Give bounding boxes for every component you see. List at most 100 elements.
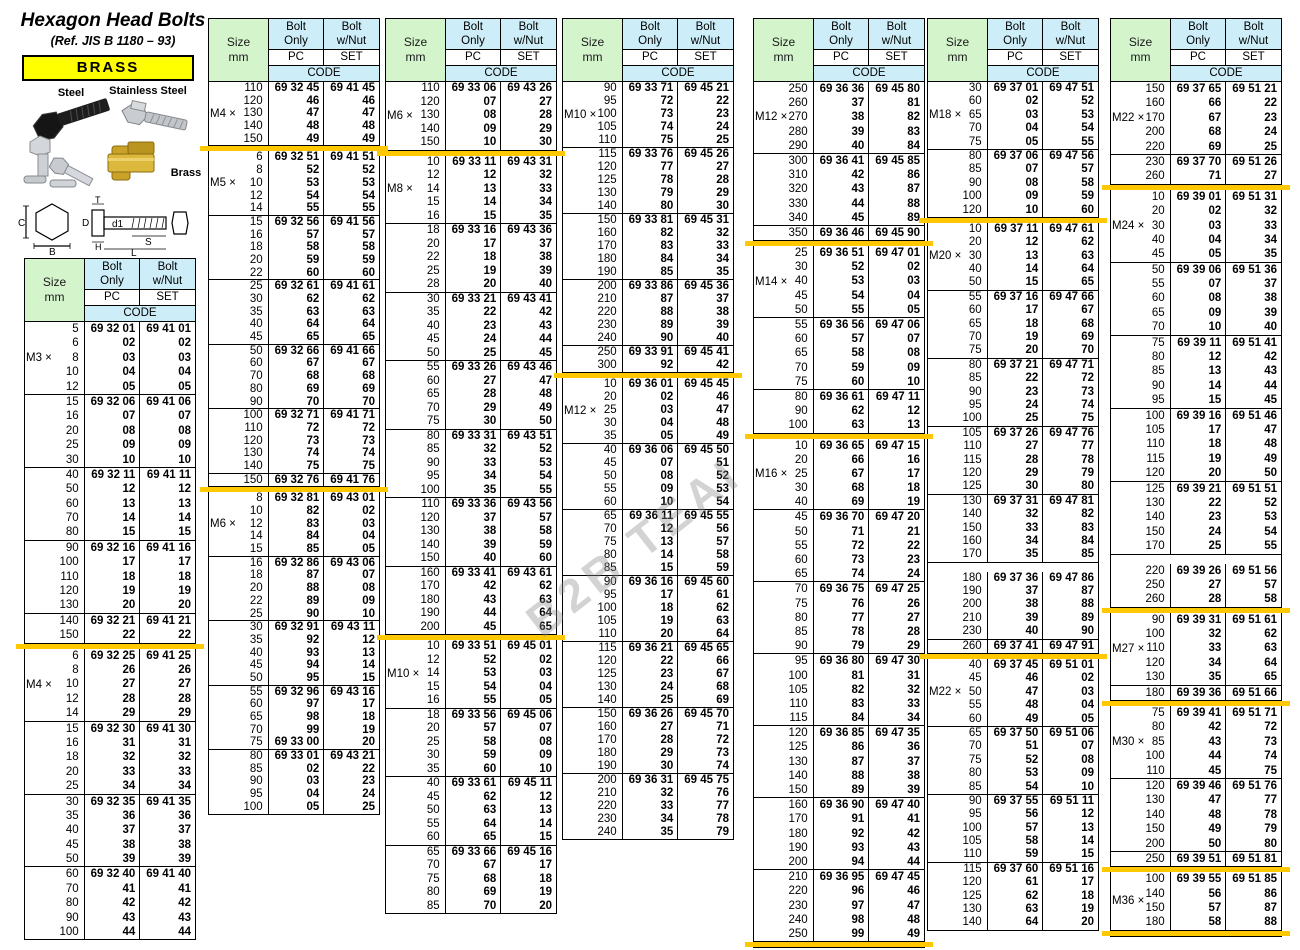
size-cell: 105: [962, 835, 982, 848]
table-row: 160 66 22: [1111, 96, 1281, 111]
set-code-cell: 69 51 06: [1042, 726, 1098, 741]
pc-code-cell: 44: [444, 607, 501, 621]
pc-code-cell: 29: [83, 706, 140, 721]
pc-code-cell: 54: [986, 780, 1043, 794]
pc-code-cell: 69: [812, 495, 869, 510]
table-row: 65 69 37 50 69 51 06: [928, 726, 1098, 741]
set-code-cell: 69 45 11: [500, 777, 556, 791]
size-cell: 180: [1145, 916, 1165, 929]
set-code-cell: 69 47 86: [1042, 571, 1098, 586]
set-code-cell: 68: [677, 681, 733, 694]
pc-code-cell: 69 36 36: [812, 82, 869, 97]
set-code-cell: 69 47 30: [868, 654, 924, 669]
table-row: 70 51 07: [928, 740, 1098, 754]
set-code-cell: 38: [1225, 291, 1281, 306]
size-cell: 30: [249, 293, 263, 305]
pc-code-cell: 53: [986, 767, 1043, 781]
table-row: 50 15 65: [928, 276, 1098, 290]
thread-size-label: M22 ×: [1112, 111, 1145, 124]
set-code-cell: 69 45 90: [868, 225, 924, 241]
size-cell: 45: [426, 333, 440, 345]
table-row: 85 78 28: [754, 624, 924, 640]
size-cell: 70: [249, 370, 263, 383]
size-cell: 60: [794, 333, 808, 346]
pc-code-cell: 59: [267, 253, 324, 267]
size-cell: 130: [597, 681, 617, 693]
pc-code-cell: 05: [1169, 247, 1226, 262]
pc-code-cell: 41: [83, 881, 140, 897]
size-cell: 70: [968, 331, 982, 344]
table-row: 60 08 38: [1111, 291, 1281, 306]
size-cell: 60: [968, 712, 982, 725]
size-cell: 130: [243, 107, 263, 120]
table-row: 125 78 28: [563, 174, 733, 187]
pc-code-cell: 94: [267, 659, 324, 672]
size-cell: 95: [1151, 394, 1165, 407]
pc-code-cell: 83: [812, 696, 869, 712]
pc-code-cell: 24: [986, 398, 1043, 413]
set-code-cell: 69 45 50: [677, 444, 733, 457]
size-cell: 40: [65, 824, 79, 837]
set-code-cell: 32: [139, 750, 195, 765]
pc-code-cell: 37: [444, 511, 501, 525]
size-cell: 50: [65, 853, 79, 866]
table-row: 210 87 37: [563, 293, 733, 306]
pc-code-cell: 18: [83, 569, 140, 585]
set-code-cell: 69 51 76: [1225, 778, 1281, 794]
table-row: 200 45 65: [386, 620, 556, 634]
table-row: 18 87 07: [209, 569, 379, 583]
table-row: 110 69 33 06 69 43 26: [386, 82, 556, 96]
size-cell: 220: [788, 885, 808, 898]
table-row: 220 88 38: [563, 306, 733, 319]
set-code-cell: 62: [1225, 627, 1281, 642]
table-row: 110 18 18: [25, 569, 195, 585]
set-code-cell: 44: [1225, 378, 1281, 394]
set-code-cell: 08: [500, 735, 556, 749]
size-group: 40 69 33 61 69 45 11 45 62 12 50 63 13 55 64 14 60 65…: [386, 777, 556, 846]
size-group: 40 69 32 11 69 41 11 50 12 12 60 13 13 70 14 14 80 15…: [25, 467, 195, 541]
size-cell: 80: [968, 767, 982, 780]
set-code-cell: 77: [1042, 440, 1098, 454]
table-row: 150 33 83: [928, 521, 1098, 535]
table-row: 110 45 75: [1111, 763, 1281, 778]
size-cell: 90: [65, 911, 79, 924]
set-code-cell: 59: [323, 253, 379, 267]
set-code-cell: 69 45 31: [677, 214, 733, 227]
set-code-cell: 69 51 21: [1225, 82, 1281, 97]
table-row: 75 76 26: [754, 596, 924, 611]
series-separator: [1102, 607, 1290, 613]
set-code-cell: 69 47 66: [1042, 290, 1098, 305]
pc-code-cell: 58: [1169, 915, 1226, 930]
pc-code-cell: 93: [267, 646, 324, 660]
pc-code-cell: 79: [621, 187, 678, 200]
set-code-cell: 69 45 36: [677, 280, 733, 293]
size-cell: 80: [65, 897, 79, 910]
size-cell: 12: [426, 169, 440, 181]
set-code-cell: 29: [139, 706, 195, 721]
set-code-cell: 37: [868, 754, 924, 769]
size-group: 115 69 37 60 69 51 16 120 61 17 125 62 18 130 63 19…: [928, 862, 1098, 930]
set-header: SET: [885, 51, 908, 63]
table-row: 100 69 39 55 69 51 85: [1111, 872, 1281, 887]
size-cell: 150: [59, 629, 79, 642]
table-row: 30 59 09: [386, 749, 556, 763]
table-row: 45 54 04: [754, 288, 924, 303]
set-code-cell: 69 51 66: [1225, 685, 1281, 701]
size-group: M4 × 110 69 32 45 69 41 45 120 46 46 130 47 47 140…: [209, 82, 379, 147]
size-cell: 160: [597, 721, 617, 733]
catalog-table: Size mm Bolt Only Bolt w/Nut PC SET CODE: [16, 258, 204, 941]
size-cell: 280: [788, 125, 808, 138]
size-cell: 95: [249, 788, 263, 801]
size-cell: 45: [794, 289, 808, 302]
dim-label-T: T: [95, 196, 101, 205]
thread-size-label: M12 ×: [564, 404, 597, 417]
set-code-cell: 86: [1225, 886, 1281, 902]
table-row: 12 28 28: [25, 691, 195, 707]
table-row: 35 60 10: [386, 762, 556, 776]
size-cell: 20: [249, 582, 263, 595]
pc-code-cell: 07: [83, 409, 140, 424]
table-row: 130 47 47: [209, 107, 379, 121]
size-group: M36 × 100 69 39 55 69 51 85 140 56 86 150 57 87 18…: [1111, 872, 1281, 931]
set-code-cell: 84: [868, 138, 924, 153]
size-cell: 100: [962, 412, 982, 425]
